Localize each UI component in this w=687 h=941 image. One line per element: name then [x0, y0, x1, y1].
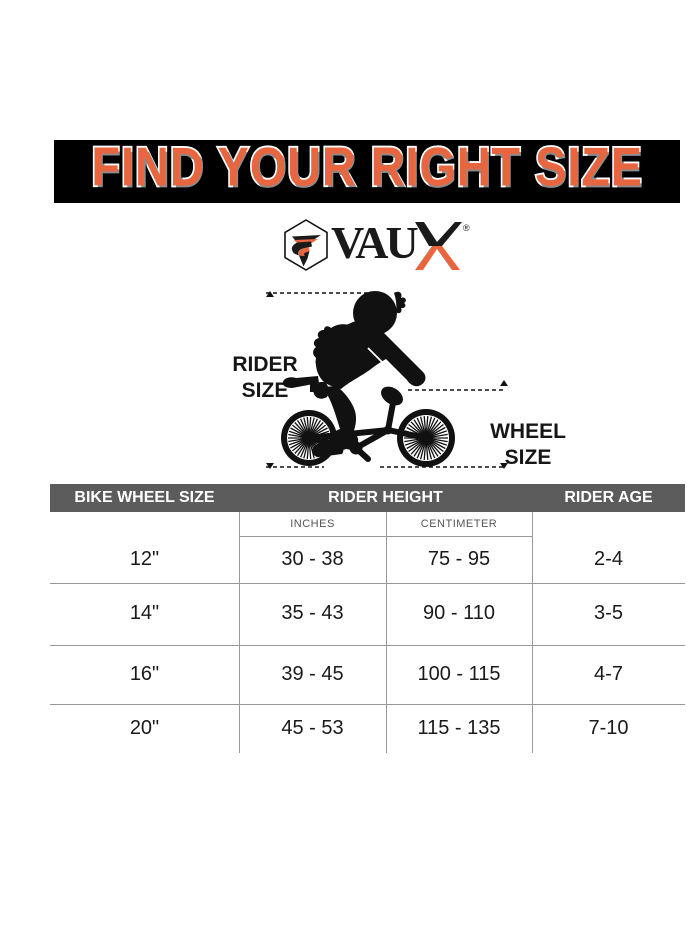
svg-text:®: ®: [463, 223, 470, 233]
